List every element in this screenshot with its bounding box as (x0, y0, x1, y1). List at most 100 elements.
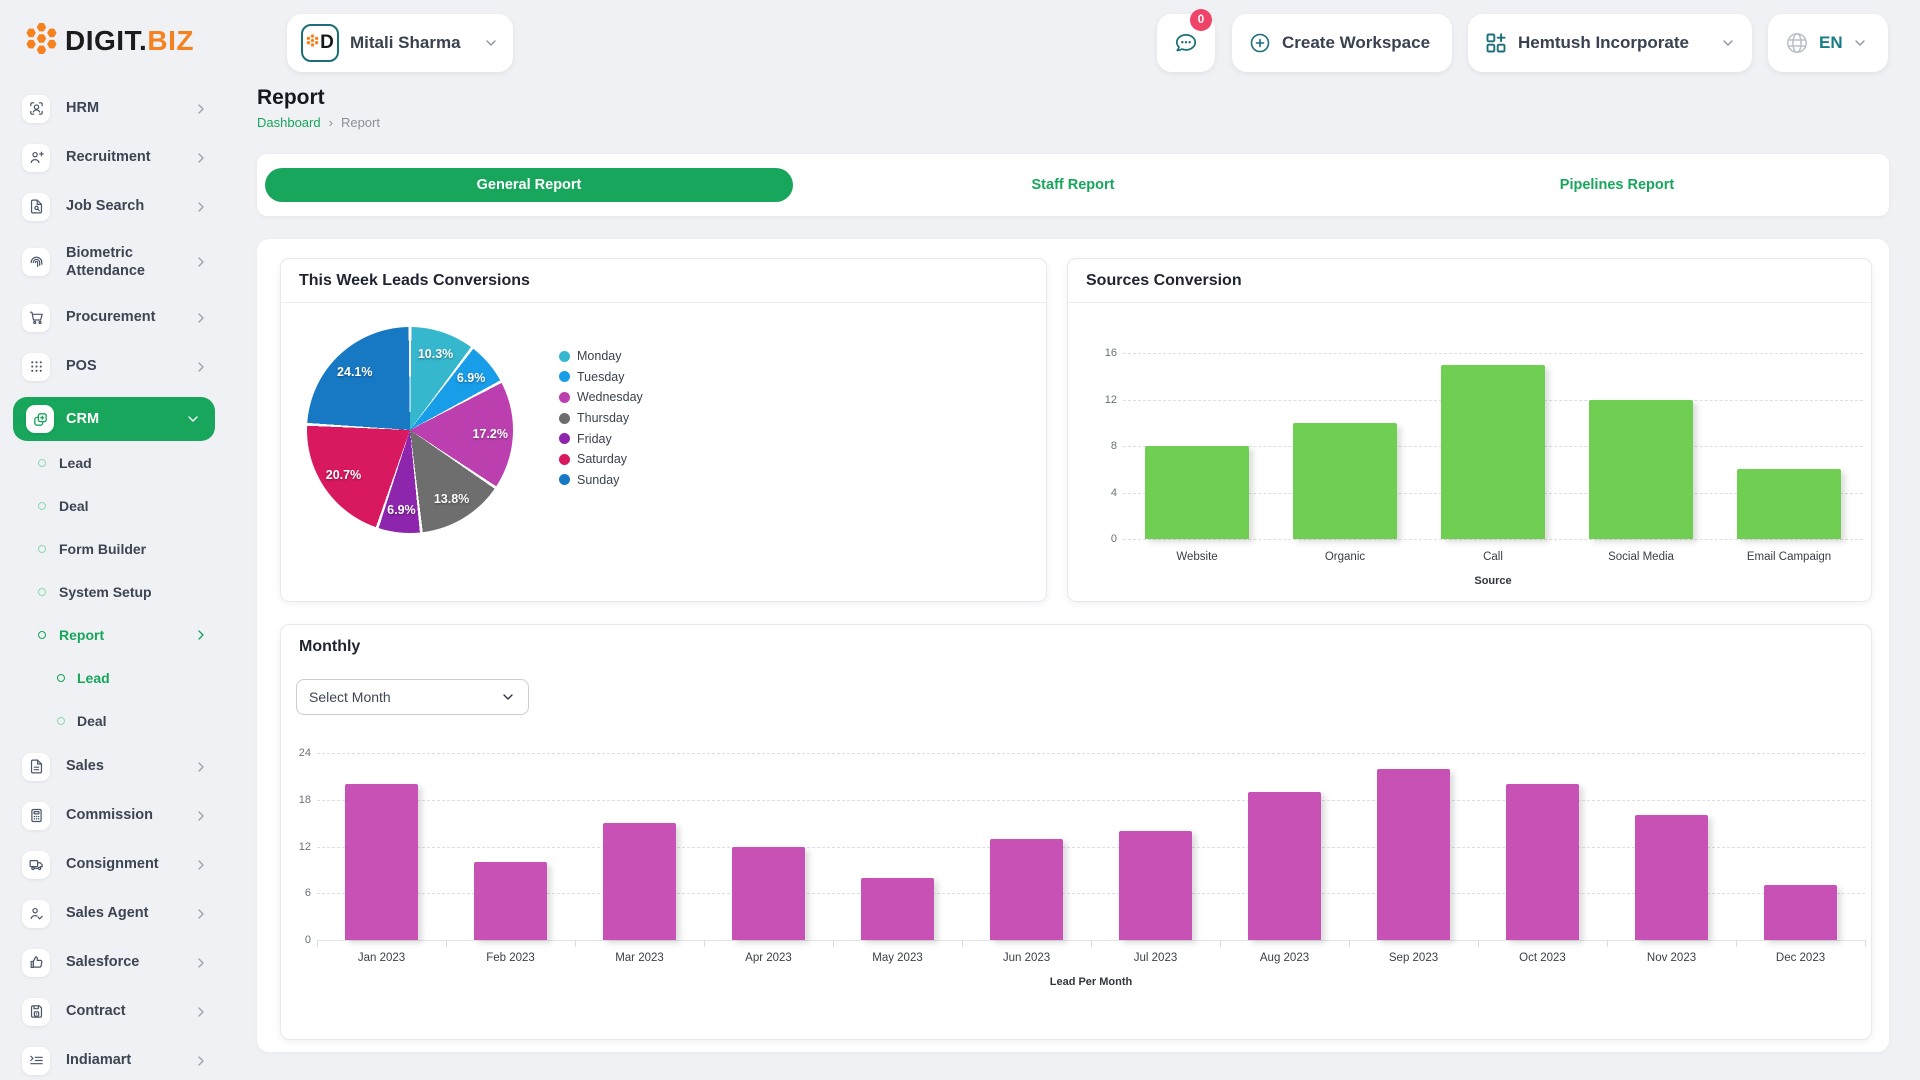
sidebar-item-salesforce[interactable]: Salesforce (0, 938, 227, 987)
breadcrumb-current: Report (340, 115, 380, 130)
grid-dots-icon (22, 352, 50, 381)
bar-feb-2023 (474, 862, 547, 940)
bar-apr-2023 (732, 846, 805, 940)
x-axis-tick-label: Social Media (1608, 551, 1674, 563)
hrm-icon (22, 94, 50, 123)
main-content: Report Dashboard › Report General Report… (257, 74, 1895, 1080)
monthly-card: Monthly Select Month 0 6 12 18 24 Jan 2023 Feb… (280, 624, 1872, 1040)
x-axis-tick (833, 940, 834, 947)
sidebar-item-report[interactable]: Report (0, 613, 227, 656)
y-axis-tick-label: 0 (1110, 533, 1117, 545)
workspace-mini-logo-icon: D (301, 24, 339, 62)
x-axis-tick (317, 940, 318, 947)
legend-item-sunday: Sunday (559, 470, 643, 491)
chevron-right-icon (193, 1004, 209, 1020)
y-axis-tick-label: 18 (298, 793, 311, 806)
chevron-right-icon (193, 359, 209, 375)
sidebar-item-procurement[interactable]: Procurement (0, 293, 227, 342)
sidebar-item-crm[interactable]: CRM (13, 397, 215, 441)
legend-item-thursday: Thursday (559, 408, 643, 429)
x-axis-tick (1607, 940, 1608, 947)
legend-dot-icon (559, 371, 570, 383)
tab-cell: Staff Report (801, 154, 1345, 216)
bar-sep-2023 (1377, 768, 1450, 940)
tab-pipelines-report[interactable]: Pipelines Report (1559, 177, 1675, 193)
bullet-circle-icon (57, 673, 65, 682)
create-workspace-button[interactable]: Create Workspace (1232, 14, 1452, 72)
x-axis-tick (962, 940, 963, 947)
chevron-right-icon (193, 906, 209, 922)
language-selector[interactable]: EN (1768, 14, 1888, 72)
logo-hex-icon (25, 22, 58, 60)
x-axis-tick-label: Apr 2023 (745, 952, 792, 964)
chevron-right-icon (193, 254, 209, 270)
sidebar-item-pos[interactable]: POS (0, 342, 227, 391)
bar-call (1441, 364, 1545, 539)
chevron-down-icon (185, 411, 201, 427)
legend-dot-icon (559, 350, 570, 362)
company-name: Hemtush Incorporate (1518, 33, 1689, 52)
sidebar-item-sales[interactable]: Sales (0, 742, 227, 791)
job-search-icon (22, 192, 50, 221)
sidebar-item-lead-sub[interactable]: Lead (0, 656, 227, 699)
tab-staff-report[interactable]: Staff Report (1031, 177, 1115, 193)
x-axis-tick (1349, 940, 1350, 947)
sidebar-item-hrm[interactable]: HRM (0, 84, 227, 133)
sidebar-item-biometric-attendance[interactable]: Biometric Attendance (0, 231, 227, 293)
company-selector[interactable]: Hemtush Incorporate (1468, 14, 1752, 72)
sidebar-item-contract[interactable]: Contract (0, 987, 227, 1036)
breadcrumb: Dashboard › Report (257, 115, 1895, 130)
x-axis-tick (1478, 940, 1479, 947)
chevron-right-icon (193, 808, 209, 824)
bar-mar-2023 (603, 823, 676, 940)
legend-dot-icon (559, 391, 570, 403)
tab-general-report[interactable]: General Report (265, 168, 793, 202)
x-axis-tick-label: Website (1176, 551, 1218, 563)
workspace-user-selector[interactable]: D Mitali Sharma (287, 14, 513, 72)
sidebar-item-consignment[interactable]: Consignment (0, 840, 227, 889)
sidebar-item-commission[interactable]: Commission (0, 791, 227, 840)
gridline (317, 753, 1865, 754)
chat-badge: 0 (1190, 9, 1212, 31)
tab-cell: General Report (257, 154, 801, 216)
bar-email-campaign (1737, 469, 1841, 539)
top-bar: DIGIT.BIZ D Mitali Sharma 0 Create Works… (0, 0, 1920, 88)
sidebar-item-lead[interactable]: Lead (0, 441, 227, 484)
workspace-squares-icon (1484, 31, 1508, 55)
breadcrumb-dashboard-link[interactable]: Dashboard (257, 115, 321, 130)
x-axis-tick (704, 940, 705, 947)
chat-icon (1173, 30, 1199, 56)
sidebar-item-deal-sub[interactable]: Deal (0, 699, 227, 742)
workspace-user-name: Mitali Sharma (350, 33, 461, 52)
plus-circle-icon (1248, 31, 1272, 55)
sidebar-item-deal[interactable]: Deal (0, 484, 227, 527)
x-axis-title: Source (1474, 575, 1512, 587)
sidebar-item-job-search[interactable]: Job Search (0, 182, 227, 231)
report-panel: This Week Leads Conversions 10.3% 6.9% 17.… (257, 239, 1889, 1052)
x-axis-tick (1091, 940, 1092, 947)
gridline (1123, 353, 1863, 354)
sidebar-item-form-builder[interactable]: Form Builder (0, 527, 227, 570)
floppy-icon (22, 997, 50, 1026)
x-axis-tick-label: Organic (1324, 551, 1366, 563)
thumbs-up-icon (22, 948, 50, 977)
sidebar-item-sales-agent[interactable]: Sales Agent (0, 889, 227, 938)
app-logo[interactable]: DIGIT.BIZ (25, 22, 194, 60)
select-month-dropdown[interactable]: Select Month (296, 679, 529, 715)
sidebar-item-system-setup[interactable]: System Setup (0, 570, 227, 613)
sidebar-item-indiamart[interactable]: Indiamart (0, 1036, 227, 1080)
weekly-leads-card: This Week Leads Conversions 10.3% 6.9% 17.… (280, 258, 1047, 602)
x-axis-tick-label: Jul 2023 (1133, 952, 1178, 964)
tab-cell: Pipelines Report (1345, 154, 1889, 216)
sidebar-item-recruitment[interactable]: Recruitment (0, 133, 227, 182)
pie-slice-label: 6.9% (387, 502, 416, 517)
chevron-right-icon (193, 199, 209, 215)
bar-nov-2023 (1635, 815, 1708, 940)
bullet-circle-icon (38, 544, 46, 553)
x-axis-tick (575, 940, 576, 947)
gridline (1123, 539, 1863, 540)
bullet-circle-icon (38, 630, 46, 639)
bullet-circle-icon (57, 716, 65, 725)
page-title: Report (257, 86, 325, 109)
chevron-right-icon (193, 150, 209, 166)
